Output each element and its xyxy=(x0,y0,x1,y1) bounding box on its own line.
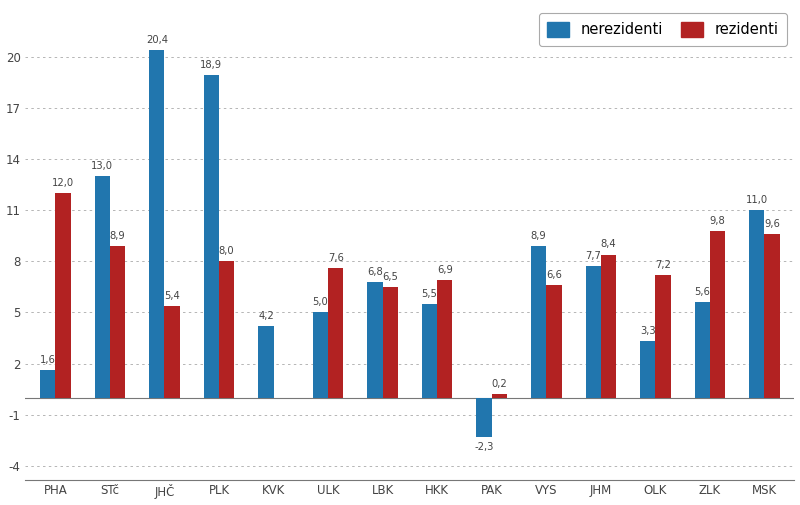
Bar xyxy=(422,304,438,398)
Bar xyxy=(601,255,616,398)
Text: -2,3: -2,3 xyxy=(474,442,494,452)
Bar xyxy=(367,282,382,398)
Text: 0,2: 0,2 xyxy=(491,379,507,389)
Bar xyxy=(640,341,655,398)
Text: 9,6: 9,6 xyxy=(764,219,780,229)
Text: 7,2: 7,2 xyxy=(655,260,671,270)
Bar xyxy=(150,50,165,398)
Text: 6,9: 6,9 xyxy=(437,265,453,275)
Bar xyxy=(586,267,601,398)
Text: 7,6: 7,6 xyxy=(328,253,344,263)
Text: 7,7: 7,7 xyxy=(586,251,601,261)
Bar xyxy=(438,280,453,398)
Text: 8,9: 8,9 xyxy=(530,231,546,241)
Text: 12,0: 12,0 xyxy=(52,178,74,188)
Text: 18,9: 18,9 xyxy=(200,61,222,70)
Text: 20,4: 20,4 xyxy=(146,35,168,45)
Text: 8,0: 8,0 xyxy=(219,246,234,256)
Text: 4,2: 4,2 xyxy=(258,311,274,321)
Text: 5,4: 5,4 xyxy=(164,290,180,300)
Text: 5,5: 5,5 xyxy=(422,289,438,299)
Text: 8,9: 8,9 xyxy=(110,231,126,241)
Legend: nerezidenti, rezidenti: nerezidenti, rezidenti xyxy=(538,13,787,46)
Text: 13,0: 13,0 xyxy=(91,161,114,171)
Bar xyxy=(765,234,780,398)
Bar xyxy=(694,302,710,398)
Bar xyxy=(477,398,492,437)
Bar xyxy=(655,275,670,398)
Text: 1,6: 1,6 xyxy=(40,356,56,365)
Bar xyxy=(219,261,234,398)
Bar xyxy=(94,176,110,398)
Text: 3,3: 3,3 xyxy=(640,326,655,336)
Text: 6,6: 6,6 xyxy=(546,270,562,280)
Bar xyxy=(313,313,328,398)
Bar xyxy=(55,193,70,398)
Bar xyxy=(110,246,126,398)
Text: 6,5: 6,5 xyxy=(382,272,398,282)
Bar xyxy=(382,287,398,398)
Text: 5,0: 5,0 xyxy=(313,297,328,308)
Bar xyxy=(204,75,219,398)
Text: 11,0: 11,0 xyxy=(746,195,768,205)
Text: 9,8: 9,8 xyxy=(710,216,726,226)
Bar xyxy=(492,394,507,398)
Bar xyxy=(710,231,725,398)
Bar xyxy=(165,306,180,398)
Text: 6,8: 6,8 xyxy=(367,267,383,277)
Text: 8,4: 8,4 xyxy=(601,239,616,249)
Bar xyxy=(328,268,343,398)
Bar xyxy=(531,246,546,398)
Bar xyxy=(40,371,55,398)
Bar xyxy=(258,326,274,398)
Bar xyxy=(546,285,562,398)
Text: 5,6: 5,6 xyxy=(694,287,710,297)
Bar xyxy=(749,210,765,398)
